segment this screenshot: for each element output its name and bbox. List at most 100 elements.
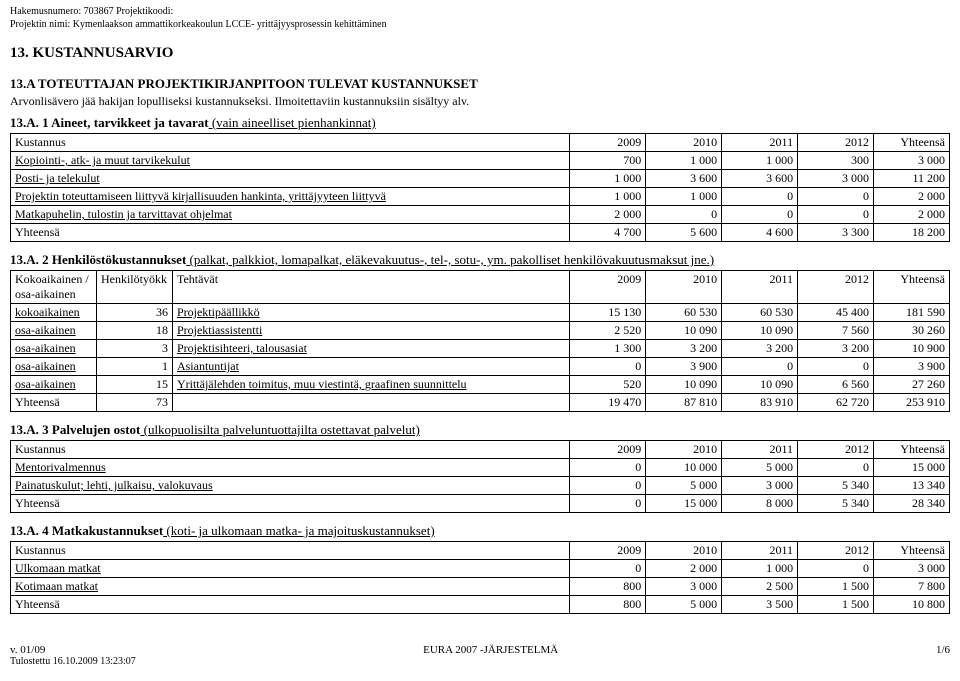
row-value: 2 000 bbox=[646, 560, 722, 578]
total-value: 5 000 bbox=[646, 596, 722, 614]
row-value: 3 900 bbox=[646, 358, 722, 376]
table-row: kokoaikainen36Projektipäällikkö15 13060 … bbox=[11, 304, 950, 322]
total-value: 3 500 bbox=[722, 596, 798, 614]
s13a4-label-under: (koti- ja ulkomaan matka- ja majoituskus… bbox=[163, 523, 435, 538]
row-value: 1 000 bbox=[570, 170, 646, 188]
total-value: 1 500 bbox=[798, 596, 874, 614]
row-label: Posti- ja telekulut bbox=[11, 170, 570, 188]
table-header-cell: 2011 bbox=[722, 542, 798, 560]
table-row: Projektin toteuttamiseen liittyvä kirjal… bbox=[11, 188, 950, 206]
row-value: 60 530 bbox=[646, 304, 722, 322]
page-root: Hakemusnumero: 703867 Projektikoodi: Pro… bbox=[0, 0, 960, 673]
table-s13a4: Kustannus2009201020112012YhteensäUlkomaa… bbox=[10, 541, 950, 614]
table-header-cell: Kokoaikainen / osa-aikainen bbox=[11, 271, 97, 304]
table-row: Mentorivalmennus010 0005 000015 000 bbox=[11, 459, 950, 477]
table-header-cell: Kustannus bbox=[11, 134, 570, 152]
row-value: 0 bbox=[570, 477, 646, 495]
row-value: 700 bbox=[570, 152, 646, 170]
row-value: 2 520 bbox=[570, 322, 646, 340]
row-value: 15 000 bbox=[873, 459, 949, 477]
table-header-cell: 2011 bbox=[722, 134, 798, 152]
row-value: 1 000 bbox=[722, 560, 798, 578]
row-value: 45 400 bbox=[798, 304, 874, 322]
total-value: 800 bbox=[570, 596, 646, 614]
table-header-cell: 2010 bbox=[646, 441, 722, 459]
total-value: 18 200 bbox=[874, 224, 950, 242]
row-value: 5 000 bbox=[646, 477, 722, 495]
row-label: Projektin toteuttamiseen liittyvä kirjal… bbox=[11, 188, 570, 206]
row-value: 800 bbox=[570, 578, 646, 596]
row-value: 300 bbox=[798, 152, 874, 170]
total-value: 19 470 bbox=[570, 394, 646, 412]
row-value: 5 340 bbox=[798, 477, 874, 495]
row-value: 181 590 bbox=[873, 304, 949, 322]
row-value: 3 200 bbox=[646, 340, 722, 358]
table-header-cell: 2012 bbox=[798, 441, 874, 459]
project-name: Projektin nimi: Kymenlaakson ammattikork… bbox=[10, 19, 950, 32]
s13a3-label-bold: 13.A. 3 Palvelujen ostot bbox=[10, 422, 140, 437]
total-value: 253 910 bbox=[873, 394, 949, 412]
row-value: 6 560 bbox=[798, 376, 874, 394]
s13a1-label-bold: 13.A. 1 Aineet, tarvikkeet ja tavarat bbox=[10, 115, 209, 130]
row-value: 3 200 bbox=[722, 340, 798, 358]
table-header-cell: 2009 bbox=[570, 134, 646, 152]
row-value: 10 090 bbox=[646, 376, 722, 394]
row-value: 10 000 bbox=[646, 459, 722, 477]
row-task: Projektipäällikkö bbox=[172, 304, 569, 322]
table-header-cell: 2011 bbox=[722, 441, 798, 459]
row-task: Projektisihteeri, talousasiat bbox=[172, 340, 569, 358]
row-value: 0 bbox=[798, 188, 874, 206]
table-header-cell: 2010 bbox=[646, 271, 722, 304]
table-header-cell: Kustannus bbox=[11, 542, 570, 560]
section-a-sub: Arvonlisävero jää hakijan lopulliseksi k… bbox=[10, 94, 950, 109]
row-value: 2 000 bbox=[570, 206, 646, 224]
s13a1-label-under: (vain aineelliset pienhankinnat) bbox=[209, 115, 376, 130]
row-value: 3 600 bbox=[646, 170, 722, 188]
row-months: 3 bbox=[96, 340, 172, 358]
row-value: 0 bbox=[570, 560, 646, 578]
total-value: 3 300 bbox=[798, 224, 874, 242]
row-task: Yrittäjälehden toimitus, muu viestintä, … bbox=[172, 376, 569, 394]
row-type: osa-aikainen bbox=[11, 376, 97, 394]
table-total-row: Yhteensä8005 0003 5001 50010 800 bbox=[11, 596, 950, 614]
total-value: 4 700 bbox=[570, 224, 646, 242]
table-header-cell: 2011 bbox=[722, 271, 798, 304]
row-value: 0 bbox=[798, 560, 874, 578]
table-s13a3: Kustannus2009201020112012YhteensäMentori… bbox=[10, 440, 950, 513]
total-label: Yhteensä bbox=[11, 394, 97, 412]
row-value: 1 500 bbox=[798, 578, 874, 596]
table-row: Kotimaan matkat8003 0002 5001 5007 800 bbox=[11, 578, 950, 596]
s13a4-label: 13.A. 4 Matkakustannukset (koti- ja ulko… bbox=[10, 523, 950, 539]
table-header-cell: 2012 bbox=[798, 271, 874, 304]
total-value: 0 bbox=[570, 495, 646, 513]
row-months: 36 bbox=[96, 304, 172, 322]
row-value: 1 000 bbox=[646, 152, 722, 170]
row-type: osa-aikainen bbox=[11, 358, 97, 376]
row-value: 3 000 bbox=[646, 578, 722, 596]
row-value: 2 000 bbox=[874, 188, 950, 206]
row-type: osa-aikainen bbox=[11, 340, 97, 358]
row-value: 3 900 bbox=[873, 358, 949, 376]
table-header-cell: Yhteensä bbox=[873, 441, 949, 459]
row-value: 2 000 bbox=[874, 206, 950, 224]
total-label: Yhteensä bbox=[11, 495, 570, 513]
table-row: Kopiointi-, atk- ja muut tarvikekulut700… bbox=[11, 152, 950, 170]
footer-left-top: v. 01/09 bbox=[10, 644, 45, 656]
row-value: 3 000 bbox=[722, 477, 798, 495]
row-value: 15 130 bbox=[570, 304, 646, 322]
row-value: 30 260 bbox=[873, 322, 949, 340]
table-row: osa-aikainen1Asiantuntijat03 900003 900 bbox=[11, 358, 950, 376]
table-row: Posti- ja telekulut1 0003 6003 6003 0001… bbox=[11, 170, 950, 188]
row-value: 10 090 bbox=[722, 376, 798, 394]
row-value: 10 900 bbox=[873, 340, 949, 358]
table-header-cell: 2010 bbox=[646, 134, 722, 152]
total-value: 8 000 bbox=[722, 495, 798, 513]
row-value: 0 bbox=[722, 358, 798, 376]
row-value: 1 000 bbox=[570, 188, 646, 206]
row-value: 1 300 bbox=[570, 340, 646, 358]
table-header-cell: 2009 bbox=[570, 441, 646, 459]
row-value: 2 500 bbox=[722, 578, 798, 596]
row-label: Kopiointi-, atk- ja muut tarvikekulut bbox=[11, 152, 570, 170]
s13a1-label: 13.A. 1 Aineet, tarvikkeet ja tavarat (v… bbox=[10, 115, 950, 131]
footer-center: EURA 2007 -JÄRJESTELMÄ bbox=[45, 644, 936, 656]
